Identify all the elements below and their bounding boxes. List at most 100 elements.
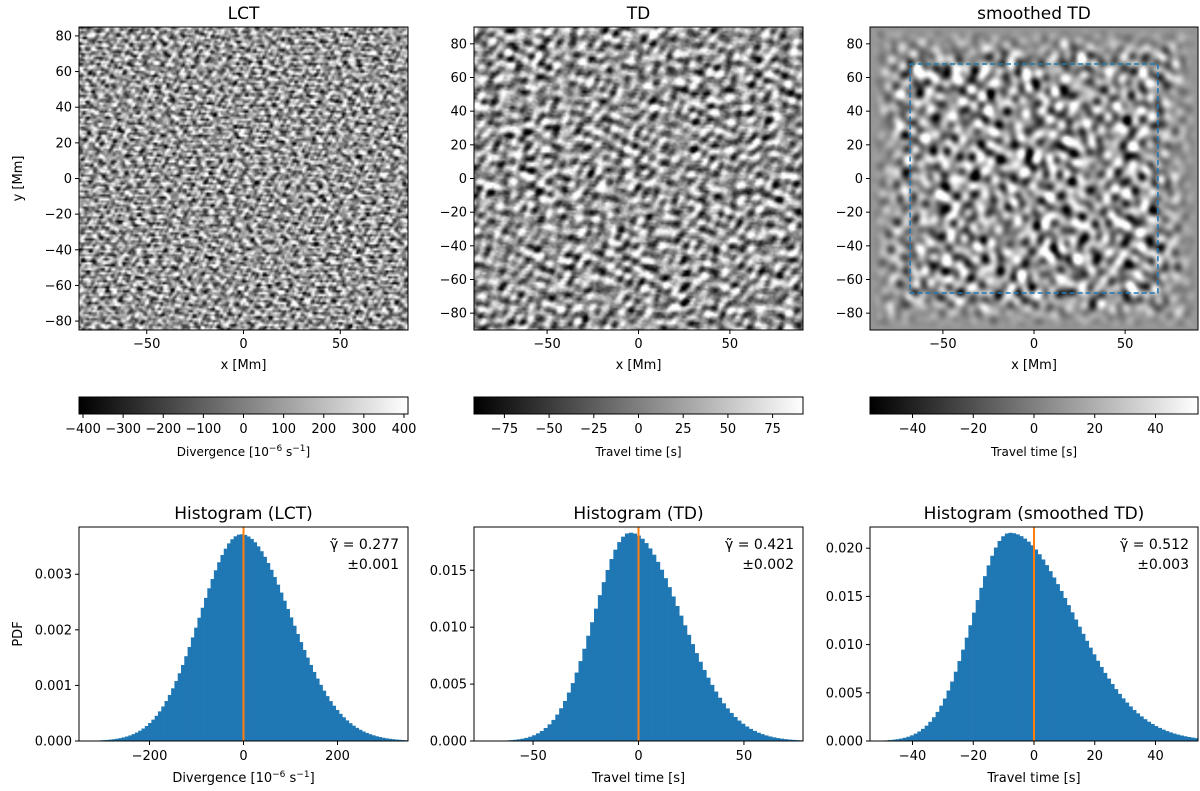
hist-bar	[628, 532, 634, 741]
hist-bar	[1095, 660, 1100, 741]
panel-title: smoothed TD	[977, 4, 1091, 24]
hist-bar	[197, 617, 202, 741]
hist-bar	[737, 720, 742, 741]
x-tick-label: 40	[1147, 749, 1164, 764]
hist-bar	[164, 700, 169, 741]
hist-bar	[524, 737, 529, 741]
hist-bar	[233, 536, 238, 741]
hist-bar	[115, 738, 119, 741]
hist-bar	[325, 696, 330, 741]
hist-bar	[236, 534, 241, 741]
hist-bar	[1110, 683, 1115, 741]
hist-bar	[207, 588, 211, 741]
colorbar-tick-label: −50	[535, 422, 562, 437]
hist-bar	[1161, 729, 1166, 741]
hist-bar	[230, 539, 235, 741]
hist-bar	[644, 543, 649, 741]
hist-bar	[744, 726, 750, 741]
hist-bar	[355, 727, 360, 741]
x-tick-label: 50	[736, 749, 753, 764]
x-tick-label: 200	[325, 749, 350, 764]
hist-bar	[194, 627, 198, 741]
hist-bar	[1070, 612, 1075, 741]
x-tick-label: 50	[1117, 337, 1134, 352]
y-tick-label: 0.005	[826, 686, 863, 701]
hist-bar	[352, 725, 356, 741]
hist-bar	[223, 548, 228, 741]
hist-bar	[296, 633, 300, 741]
hist-bar	[1114, 689, 1119, 741]
hist-bar	[733, 716, 738, 741]
hist-bar	[246, 536, 251, 741]
hist-bar	[302, 649, 307, 741]
hist-bar	[939, 705, 944, 741]
hist-bar	[574, 672, 579, 741]
hist-bar	[935, 711, 940, 741]
panel-title: Histogram (smoothed TD)	[924, 504, 1145, 524]
hist-bar	[613, 549, 618, 741]
hist-bar	[632, 533, 637, 741]
histogram-panel-hist-td: −50 0 50 0.000 0.005 0.010 0.015 Histogram (TD)…	[430, 504, 804, 786]
hist-bar	[931, 717, 936, 741]
hist-bar	[184, 656, 188, 741]
x-tick-label: −200	[132, 749, 168, 764]
hist-bar	[1176, 734, 1181, 741]
hist-bar	[213, 570, 218, 741]
y-tick-label: 80	[450, 37, 467, 52]
colorbar-tick-label: 400	[392, 422, 417, 437]
colorbar-tick-label: 50	[720, 422, 737, 437]
hist-bar	[1015, 534, 1020, 741]
colorbar-lct: −400 −300 −200 −100 0 100 200 300 400 Divergence …	[65, 396, 417, 459]
hist-bar	[250, 538, 254, 741]
hist-bar	[279, 592, 284, 741]
hist-bar	[605, 570, 610, 741]
hist-bar	[309, 664, 313, 741]
hist-bar	[543, 728, 548, 741]
hist-bar	[1106, 678, 1111, 741]
hist-bar	[361, 731, 366, 741]
hist-bar	[997, 540, 1002, 741]
y-tick-label: −20	[440, 206, 467, 221]
hist-bar	[586, 635, 591, 741]
colorbar-tick-label: 100	[271, 422, 296, 437]
hist-bar	[378, 737, 383, 741]
hist-bar	[667, 587, 672, 741]
hist-bar	[1128, 706, 1133, 741]
hist-bar	[1183, 736, 1188, 741]
y-tick-label: 0.015	[826, 590, 863, 605]
x-tick-label: −50	[929, 337, 956, 352]
hist-bar	[174, 681, 179, 741]
colorbar-tick-label: −20	[960, 422, 987, 437]
colorbar-tick-label: 0	[239, 422, 247, 437]
skewness-value: γ̃ = 0.512	[1120, 537, 1189, 553]
hist-bar	[256, 546, 261, 741]
hist-bar	[282, 600, 287, 741]
panel-title: LCT	[228, 4, 260, 24]
panel-title: TD	[626, 4, 650, 24]
hist-bar	[986, 565, 991, 741]
colorbar-gradient	[474, 397, 803, 414]
hist-bar	[652, 554, 657, 741]
hist-bar	[151, 719, 156, 741]
hist-bar	[292, 625, 297, 741]
hist-bar	[204, 597, 208, 741]
y-tick-label: 0.020	[826, 542, 863, 557]
y-tick-label: −80	[45, 315, 72, 330]
hist-bar	[141, 728, 146, 741]
colorbar-tick-label: −25	[580, 422, 607, 437]
y-tick-label: 0.010	[826, 638, 863, 653]
colorbar-gradient	[79, 397, 408, 414]
hist-bar	[555, 714, 560, 741]
hist-bar	[1099, 666, 1104, 741]
y-tick-label: 60	[55, 65, 72, 80]
skewness-value: γ̃ = 0.421	[725, 537, 794, 553]
colorbar-tick-label: −400	[65, 422, 101, 437]
y-tick-label: −60	[45, 279, 72, 294]
hist-bar	[190, 637, 195, 741]
hist-bar	[220, 555, 225, 741]
hist-bar	[394, 739, 399, 741]
colorbar-tick-label: 200	[311, 422, 336, 437]
hist-bar	[570, 683, 576, 741]
hist-bar	[741, 723, 746, 741]
x-tick-label: −50	[533, 337, 560, 352]
